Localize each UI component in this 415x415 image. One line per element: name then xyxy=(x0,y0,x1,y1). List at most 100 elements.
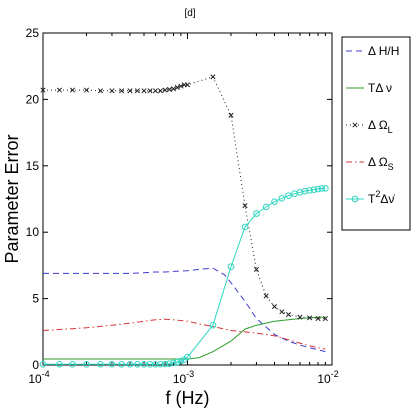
legend-label: T2Δν̇ xyxy=(368,189,395,206)
series-line xyxy=(43,267,326,353)
data-point-stroke xyxy=(279,309,285,315)
data-point xyxy=(209,321,217,329)
data-point xyxy=(152,361,159,368)
legend-label: Δ ΩL xyxy=(368,118,393,135)
data-point xyxy=(271,198,278,205)
data-point-stroke xyxy=(285,311,292,318)
data-point xyxy=(279,309,285,315)
data-point xyxy=(119,88,125,94)
data-point-stroke xyxy=(174,84,180,91)
data-point-stroke xyxy=(184,82,191,88)
data-point xyxy=(69,87,76,93)
data-point-stroke xyxy=(141,88,147,94)
data-point xyxy=(170,359,177,367)
data-point xyxy=(157,360,164,368)
data-point xyxy=(152,88,158,94)
data-point xyxy=(242,203,248,209)
data-point-stroke xyxy=(322,315,328,322)
data-point xyxy=(141,88,147,94)
data-point xyxy=(318,185,326,192)
data-point-stroke xyxy=(210,74,216,80)
data-point xyxy=(263,293,269,299)
data-point xyxy=(227,263,235,271)
legend-box xyxy=(341,36,411,231)
data-point-stroke xyxy=(228,112,234,118)
data-point-stroke xyxy=(119,88,125,94)
data-point-stroke xyxy=(157,88,164,94)
data-point xyxy=(127,88,133,94)
data-point xyxy=(301,187,309,195)
legend-label: TΔ ν xyxy=(368,81,392,95)
data-point xyxy=(297,314,303,320)
data-point xyxy=(108,361,116,368)
data-point-stroke xyxy=(69,87,76,93)
series-2 xyxy=(40,74,328,322)
data-point-stroke xyxy=(40,87,46,93)
data-point xyxy=(97,361,104,368)
data-point xyxy=(162,87,168,93)
data-point xyxy=(184,82,191,88)
data-point xyxy=(97,88,104,94)
data-point-stroke xyxy=(56,87,63,93)
data-point xyxy=(253,210,260,217)
data-point xyxy=(83,361,90,368)
chart-title: [d] xyxy=(184,8,195,19)
data-point xyxy=(322,315,328,322)
series-0 xyxy=(43,267,326,353)
data-point-stroke xyxy=(297,314,303,320)
data-point xyxy=(241,223,249,231)
data-point xyxy=(56,87,63,93)
y-tick-label: 5 xyxy=(32,292,39,306)
data-point-stroke xyxy=(263,293,269,299)
data-point xyxy=(134,361,141,368)
data-point-stroke xyxy=(166,86,172,92)
y-tick-label: 15 xyxy=(26,159,40,173)
data-point xyxy=(352,122,358,128)
data-point-stroke xyxy=(83,87,90,93)
data-point xyxy=(322,185,329,192)
plot-area: 0 5 10 15 20 25 10-4 10-3 10-2 xyxy=(26,26,339,386)
y-axis-title: Parameter Error xyxy=(2,134,22,263)
data-point xyxy=(262,203,270,211)
series-line xyxy=(43,187,326,365)
data-point-stroke xyxy=(152,88,158,94)
data-point xyxy=(306,187,313,194)
data-point xyxy=(126,361,134,368)
data-point xyxy=(307,315,313,321)
data-point-stroke xyxy=(134,88,140,94)
series-line xyxy=(43,316,326,360)
data-point-stroke xyxy=(242,203,248,209)
data-point-stroke xyxy=(109,88,115,94)
data-point xyxy=(278,195,286,202)
series-4 xyxy=(39,185,329,368)
data-point-stroke xyxy=(178,83,184,89)
data-point-stroke xyxy=(170,86,177,92)
data-point xyxy=(39,361,47,368)
series-1 xyxy=(43,316,326,360)
data-point xyxy=(351,195,359,203)
data-point xyxy=(166,86,172,92)
data-point xyxy=(166,360,173,367)
x-tick-label: 10-2 xyxy=(317,369,338,386)
data-point xyxy=(315,315,321,322)
data-point xyxy=(253,266,259,272)
data-point xyxy=(184,353,191,361)
y-tick-label: 20 xyxy=(26,92,40,106)
data-point xyxy=(177,357,185,365)
legend-label: Δ H/H xyxy=(368,44,399,58)
data-point xyxy=(174,358,181,366)
data-point-stroke xyxy=(352,122,358,128)
data-point-stroke xyxy=(253,266,259,272)
data-point xyxy=(210,74,216,80)
data-point xyxy=(109,88,115,94)
y-tick-label: 0 xyxy=(32,358,39,372)
data-point xyxy=(147,88,153,94)
data-point xyxy=(228,112,234,118)
legend: Δ H/H TΔ ν Δ ΩL Δ ΩS T2Δν̇ xyxy=(341,36,411,231)
data-point xyxy=(310,186,318,194)
data-point-stroke xyxy=(162,87,168,93)
data-point xyxy=(271,304,278,310)
series-3 xyxy=(42,318,326,350)
data-point xyxy=(40,87,46,93)
